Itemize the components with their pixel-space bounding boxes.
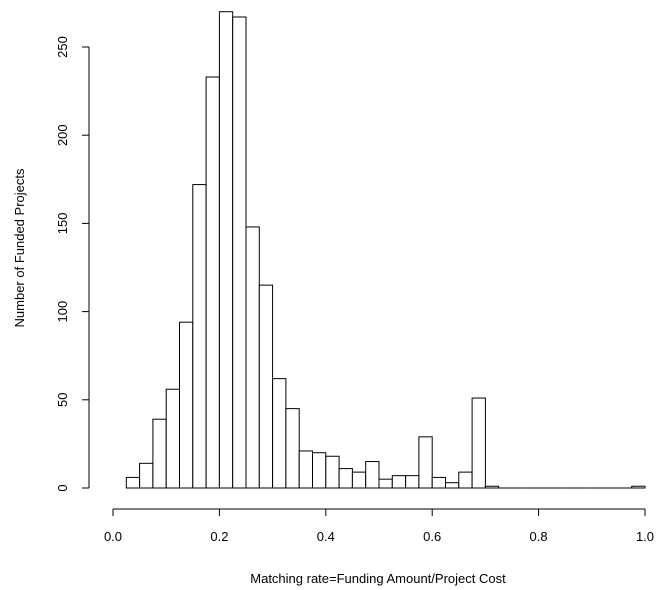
- histogram-bar-15: [325, 455, 340, 489]
- x-axis-title: Matching rate=Funding Amount/Project Cos…: [250, 571, 506, 586]
- histogram-bar-27: [484, 485, 500, 489]
- x-tick-label-5: 1.0: [636, 529, 654, 544]
- histogram-bar-24: [445, 482, 460, 489]
- histogram-bar-13: [298, 450, 314, 489]
- histogram-bar-16: [338, 468, 353, 489]
- histogram-bar-23: [431, 476, 447, 489]
- histogram-bar-8: [232, 16, 247, 489]
- x-tick-label-4: 0.8: [530, 529, 548, 544]
- histogram-bar-22: [418, 436, 433, 489]
- histogram-bar-11: [272, 378, 287, 489]
- y-tick-label-2: 100: [55, 301, 70, 323]
- x-tick-label-0: 0.0: [104, 529, 122, 544]
- y-axis-title: Number of Funded Projects: [12, 168, 27, 327]
- histogram-bar-0: [125, 476, 141, 489]
- histogram-bar-4: [179, 321, 194, 489]
- histogram-bar-7: [218, 11, 234, 489]
- x-tick-label-3: 0.6: [423, 529, 441, 544]
- bars-group: [125, 11, 646, 489]
- histogram-bar-6: [205, 76, 220, 489]
- histogram-bar-2: [152, 418, 167, 489]
- histogram-bar-19: [378, 478, 393, 489]
- histogram-bar-26: [471, 397, 486, 489]
- histogram-bar-17: [351, 471, 367, 489]
- y-tick-label-5: 250: [55, 36, 70, 58]
- histogram-bar-18: [365, 461, 380, 489]
- x-tick-label-1: 0.2: [210, 529, 228, 544]
- histogram-bar-1: [139, 462, 154, 489]
- histogram-bar-3: [165, 388, 180, 489]
- histogram-bar-21: [405, 475, 420, 489]
- y-axis: 0 50 100 150 200 250: [55, 36, 90, 492]
- histogram-bar-10: [258, 284, 274, 489]
- x-tick-label-2: 0.4: [317, 529, 335, 544]
- histogram-bar-5: [192, 184, 207, 489]
- y-tick-label-1: 50: [55, 393, 70, 407]
- y-tick-label-0: 0: [55, 484, 70, 491]
- y-tick-label-3: 150: [55, 213, 70, 235]
- histogram-bar-20: [391, 475, 407, 489]
- histogram-bar-38: [631, 485, 646, 489]
- x-axis: 0.0 0.2 0.4 0.6 0.8 1.0: [104, 508, 654, 544]
- histogram-bar-14: [312, 452, 327, 489]
- histogram-bar-9: [245, 226, 260, 489]
- y-tick-label-4: 200: [55, 124, 70, 146]
- histogram-bar-12: [285, 408, 300, 489]
- histogram-bar-25: [458, 471, 473, 489]
